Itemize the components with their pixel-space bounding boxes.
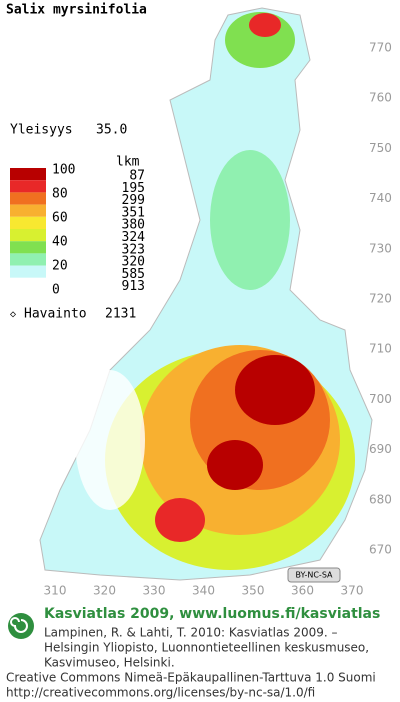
y-axis-label: 700: [369, 392, 392, 406]
license-badge: BY-NC-SA: [295, 571, 333, 580]
legend-swatch: [10, 277, 46, 290]
license-line: Creative Commons Nimeä-Epäkaupallinen-Ta…: [6, 671, 376, 685]
frequency-label: Yleisyys: [10, 123, 73, 138]
citation-line: Kasvimuseo, Helsinki.: [44, 656, 175, 670]
legend-scale-label: 0: [52, 283, 60, 298]
y-axis-label: 730: [369, 241, 392, 255]
citation-line: Helsingin Yliopisto, Luonnontieteellinen…: [44, 641, 369, 655]
legend-swatch: [10, 241, 46, 254]
x-axis-label: 350: [242, 584, 265, 598]
legend-scale-label: 40: [52, 235, 68, 250]
legend-swatch: [10, 168, 46, 181]
x-axis-label: 360: [291, 584, 314, 598]
observation-value: 2131: [105, 307, 136, 322]
y-axis-label: 750: [369, 141, 392, 155]
legend-scale-label: 80: [52, 187, 68, 202]
x-axis-label: 330: [143, 584, 166, 598]
legend-scale-label: 60: [52, 211, 68, 226]
y-axis-label: 680: [369, 492, 392, 506]
legend-count: 380: [122, 218, 145, 233]
legend-count: 299: [122, 193, 145, 208]
y-axis-label: 760: [369, 91, 392, 105]
legend-swatch: [10, 216, 46, 229]
logo: [8, 613, 34, 639]
observation-symbol: ◇: [10, 309, 16, 320]
legend-count: 324: [122, 230, 146, 245]
legend-scale-label: 20: [52, 259, 68, 274]
x-axis-label: 370: [341, 584, 364, 598]
legend-count: 585: [122, 267, 145, 282]
legend-count: 323: [122, 242, 145, 257]
legend-count: 87: [129, 169, 145, 184]
legend-count: 195: [122, 181, 145, 196]
x-axis-label: 340: [192, 584, 215, 598]
legend-swatch: [10, 253, 46, 266]
observation-label: Havainto: [24, 307, 87, 322]
count-header: lkm: [116, 155, 140, 170]
license-line: http://creativecommons.org/licenses/by-n…: [6, 686, 315, 700]
legend-swatch: [10, 180, 46, 193]
frequency-value: 35.0: [96, 123, 127, 138]
legend-swatch: [10, 204, 46, 217]
y-axis-label: 710: [369, 342, 392, 356]
footer-heading: Kasviatlas 2009, www.luomus.fi/kasviatla…: [44, 606, 380, 622]
title: Salix myrsinifolia: [6, 3, 147, 18]
legend-swatch: [10, 229, 46, 242]
y-axis-label: 740: [369, 191, 392, 205]
legend-swatch: [10, 265, 46, 278]
country-map: [39, 7, 373, 583]
legend-count: 320: [122, 255, 145, 270]
legend-count: 913: [122, 279, 145, 294]
legend-scale-label: 100: [52, 163, 75, 178]
y-axis-label: 690: [369, 442, 392, 456]
y-axis-label: 670: [369, 543, 392, 557]
legend-count: 351: [122, 205, 145, 220]
y-axis-label: 720: [369, 292, 392, 306]
y-axis-label: 770: [369, 41, 392, 55]
x-axis-label: 320: [93, 584, 116, 598]
legend-swatch: [10, 192, 46, 205]
citation-line: Lampinen, R. & Lahti, T. 2010: Kasviatla…: [44, 626, 338, 640]
x-axis-label: 310: [44, 584, 67, 598]
